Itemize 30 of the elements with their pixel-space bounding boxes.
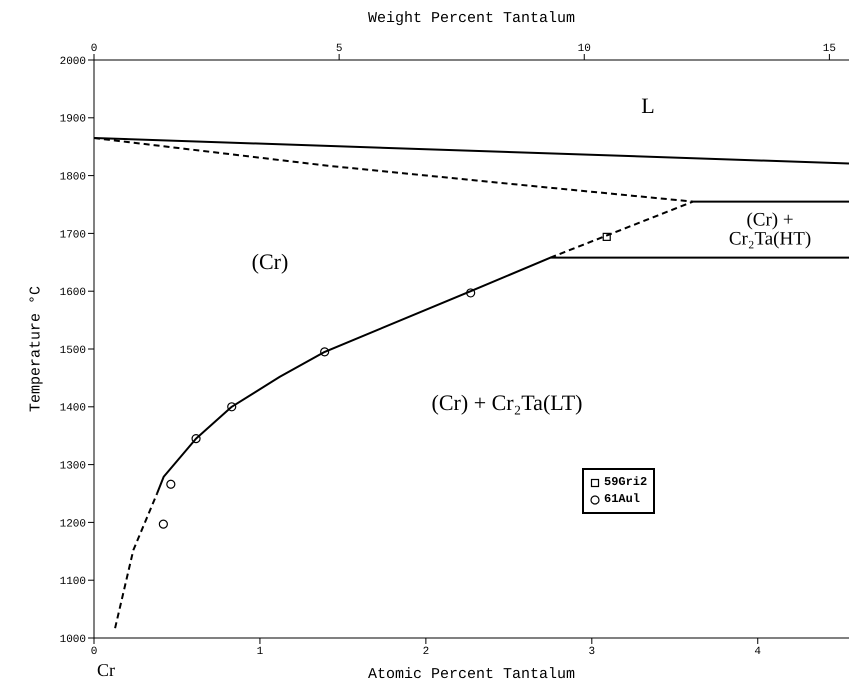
- y-tick-label: 2000: [60, 56, 86, 68]
- y-tick-label: 1400: [60, 402, 86, 415]
- y-tick-label: 1800: [60, 172, 86, 184]
- x-tick-label: 4: [754, 646, 762, 658]
- y-tick-label: 1200: [60, 518, 86, 530]
- annotation: (Cr) + Cr₂Ta(HT): [728, 210, 812, 250]
- x2-tick-label: 5: [336, 43, 342, 55]
- annotation: (Cr) + Cr₂Ta(LT): [432, 390, 582, 416]
- x2-tick-label: 0: [90, 43, 98, 55]
- y-tick-label: 1500: [60, 344, 86, 357]
- x-tick-label: 2: [422, 646, 430, 658]
- x-tick-label: 0: [90, 646, 98, 658]
- y-tick-label: 1100: [60, 576, 86, 588]
- y-tick-label: 1000: [60, 634, 86, 646]
- x-axis-title: Atomic Percent Tantalum: [368, 666, 576, 683]
- legend-label: 61Aul: [604, 491, 640, 508]
- text: Cr: [97, 660, 116, 680]
- y-tick-label: 1900: [60, 114, 86, 126]
- x-tick-label: 1: [256, 646, 264, 658]
- y-tick-label: 1700: [60, 229, 86, 242]
- x2-tick-label: 10: [578, 43, 591, 55]
- legend-label: 59Gri2: [604, 474, 648, 491]
- y-tick-label: 1600: [60, 287, 86, 300]
- y-axis-title: Temperature °C: [27, 286, 44, 412]
- x2-tick-label: 15: [822, 43, 836, 55]
- y-tick-label: 1300: [60, 460, 86, 473]
- x-tick-label: 3: [588, 646, 596, 658]
- annotation: (Cr): [252, 249, 288, 274]
- x2-axis-title: Weight Percent Tantalum: [368, 10, 576, 27]
- annotation: L: [641, 93, 655, 118]
